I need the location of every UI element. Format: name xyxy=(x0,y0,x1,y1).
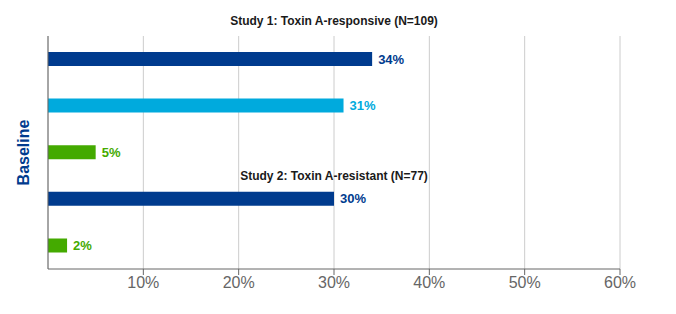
html-text:Study 1: Toxin A-responsive (N: Study 1: Toxin A-responsive (N=109) xyxy=(230,14,438,28)
svg-text:10%: 10% xyxy=(127,274,159,291)
svg-text:5%: 5% xyxy=(102,145,121,160)
html-text:Study 2: Toxin A-resistant (N=: Study 2: Toxin A-resistant (N=77) xyxy=(240,168,428,183)
svg-text:60%: 60% xyxy=(604,274,636,291)
svg-text:30%: 30% xyxy=(340,191,366,206)
svg-text:40%: 40% xyxy=(413,274,445,291)
svg-text:2%: 2% xyxy=(73,238,92,253)
svg-text:20%: 20% xyxy=(223,274,255,291)
svg-text:50%: 50% xyxy=(509,274,541,291)
svg-text:31%: 31% xyxy=(350,98,376,113)
svg-text:Baseline: Baseline xyxy=(15,119,32,185)
svg-text:34%: 34% xyxy=(378,52,404,67)
svg-text:30%: 30% xyxy=(318,274,350,291)
